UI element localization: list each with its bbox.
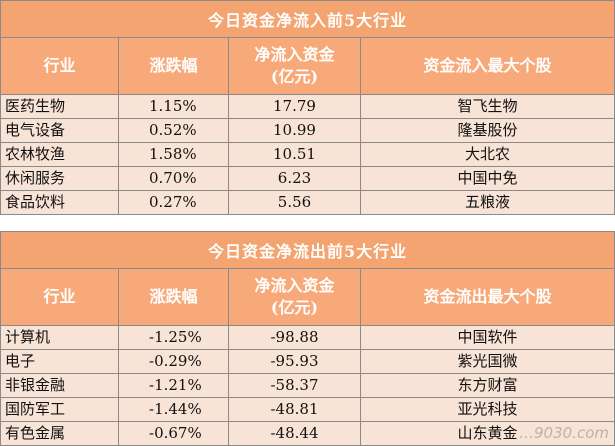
top-stock-cell: 智飞生物 xyxy=(359,94,615,119)
table-row: 电子 -0.29% -95.93 紫光国微 xyxy=(0,349,615,374)
change-cell: -1.21% xyxy=(118,373,229,398)
table-row: 医药生物 1.15% 17.79 智飞生物 xyxy=(0,94,615,119)
top-stock-cell: 隆基股份 xyxy=(359,118,615,143)
top-stock-cell: 中国软件 xyxy=(359,325,615,350)
header-net-inflow-line1: 净流入资金 xyxy=(254,276,335,295)
amount-cell: -98.88 xyxy=(228,325,361,350)
industry-cell: 食品饮料 xyxy=(0,190,119,215)
change-cell: 0.70% xyxy=(118,166,229,191)
top-stock-cell: 五粮液 xyxy=(359,190,615,215)
top-stock-cell: 紫光国微 xyxy=(359,349,615,374)
industry-cell: 有色金属 xyxy=(0,421,119,446)
top-stock-cell: 山东黄金 xyxy=(359,421,615,446)
amount-cell: -58.37 xyxy=(228,373,361,398)
watermark: …9030.com xyxy=(519,424,609,442)
change-cell: 1.58% xyxy=(118,142,229,167)
industry-cell: 医药生物 xyxy=(0,94,119,119)
inflow-rows: 医药生物 1.15% 17.79 智飞生物 电气设备 0.52% 10.99 隆基股份 农林牧渔… xyxy=(0,94,615,215)
header-net-inflow: 净流入资金 (亿元) xyxy=(228,268,361,326)
table-row: 食品饮料 0.27% 5.56 五粮液 xyxy=(0,190,615,215)
change-cell: -0.67% xyxy=(118,421,229,446)
amount-cell: 17.79 xyxy=(228,94,361,119)
amount-cell: 6.23 xyxy=(228,166,361,191)
table-row: 国防军工 -1.44% -48.81 亚光科技 xyxy=(0,397,615,422)
change-cell: -0.29% xyxy=(118,349,229,374)
outflow-rows: 计算机 -1.25% -98.88 中国软件 电子 -0.29% -95.93 紫光国微 非银金… xyxy=(0,325,615,446)
header-net-inflow: 净流入资金 (亿元) xyxy=(228,37,361,95)
header-top-stock: 资金流入最大个股 xyxy=(359,37,615,95)
table-row: 休闲服务 0.70% 6.23 中国中免 xyxy=(0,166,615,191)
change-cell: 0.27% xyxy=(118,190,229,215)
industry-cell: 电气设备 xyxy=(0,118,119,143)
industry-cell: 非银金融 xyxy=(0,373,119,398)
outflow-table-panel: 今日资金净流出前5大行业 行业 涨跌幅 净流入资金 (亿元) 资金流出最大个股 计… xyxy=(0,231,615,446)
top-stock-cell: 东方财富 xyxy=(359,373,615,398)
outflow-table-title: 今日资金净流出前5大行业 xyxy=(0,231,615,269)
inflow-table-panel: 今日资金净流入前5大行业 行业 涨跌幅 净流入资金 (亿元) 资金流入最大个股 医… xyxy=(0,0,615,215)
header-change: 涨跌幅 xyxy=(118,37,229,95)
header-industry: 行业 xyxy=(0,37,119,95)
amount-cell: -48.81 xyxy=(228,397,361,422)
industry-cell: 电子 xyxy=(0,349,119,374)
top-stock-cell: 大北农 xyxy=(359,142,615,167)
header-unit: (亿元) xyxy=(270,67,319,86)
change-cell: 1.15% xyxy=(118,94,229,119)
change-cell: -1.44% xyxy=(118,397,229,422)
top-stock-cell: 亚光科技 xyxy=(359,397,615,422)
table-row: 电气设备 0.52% 10.99 隆基股份 xyxy=(0,118,615,143)
table-row: 农林牧渔 1.58% 10.51 大北农 xyxy=(0,142,615,167)
inflow-table: 今日资金净流入前5大行业 行业 涨跌幅 净流入资金 (亿元) 资金流入最大个股 医… xyxy=(0,0,615,215)
change-cell: -1.25% xyxy=(118,325,229,350)
industry-cell: 农林牧渔 xyxy=(0,142,119,167)
table-row: 非银金融 -1.21% -58.37 东方财富 xyxy=(0,373,615,398)
amount-cell: -48.44 xyxy=(228,421,361,446)
industry-cell: 休闲服务 xyxy=(0,166,119,191)
amount-cell: 5.56 xyxy=(228,190,361,215)
inflow-table-title: 今日资金净流入前5大行业 xyxy=(0,0,615,38)
header-top-stock: 资金流出最大个股 xyxy=(359,268,615,326)
top-stock-cell: 中国中免 xyxy=(359,166,615,191)
header-net-inflow-line1: 净流入资金 xyxy=(254,45,335,64)
header-unit: (亿元) xyxy=(270,298,319,317)
change-cell: 0.52% xyxy=(118,118,229,143)
outflow-table: 今日资金净流出前5大行业 行业 涨跌幅 净流入资金 (亿元) 资金流出最大个股 计… xyxy=(0,231,615,446)
table-row: 计算机 -1.25% -98.88 中国软件 xyxy=(0,325,615,350)
header-industry: 行业 xyxy=(0,268,119,326)
industry-cell: 计算机 xyxy=(0,325,119,350)
amount-cell: -95.93 xyxy=(228,349,361,374)
amount-cell: 10.51 xyxy=(228,142,361,167)
amount-cell: 10.99 xyxy=(228,118,361,143)
header-change: 涨跌幅 xyxy=(118,268,229,326)
industry-cell: 国防军工 xyxy=(0,397,119,422)
